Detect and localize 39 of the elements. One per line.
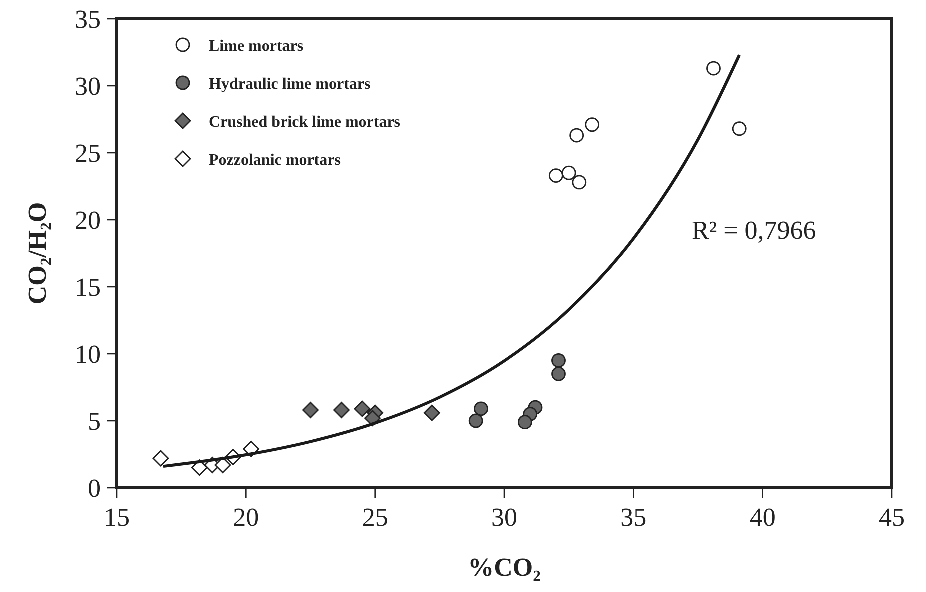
y-tick-label: 35 <box>75 5 101 34</box>
point <box>570 128 584 143</box>
point <box>706 61 721 76</box>
point <box>354 400 371 418</box>
point <box>424 404 440 422</box>
x-axis-title: %CO₂ <box>468 553 542 582</box>
point <box>152 450 170 467</box>
y-tick-label: 25 <box>75 139 101 168</box>
point <box>548 168 564 183</box>
x-tick-label: 25 <box>362 503 388 532</box>
x-tick-label: 30 <box>492 503 518 532</box>
point <box>474 402 488 416</box>
point <box>585 118 600 132</box>
point <box>468 414 484 428</box>
point <box>214 457 232 474</box>
y-tick-label: 0 <box>88 474 101 503</box>
point <box>334 402 350 418</box>
legend-label: Pozzolanic mortars <box>209 152 341 169</box>
x-tick-label: 20 <box>233 503 260 532</box>
y-tick-label: 10 <box>75 340 101 369</box>
y-tick-label: 30 <box>75 72 101 101</box>
x-tick-label: 45 <box>879 503 905 532</box>
x-tick-label: 40 <box>750 503 776 532</box>
point <box>552 366 566 382</box>
annotation: R² = 0,7966 <box>692 216 816 245</box>
point <box>518 415 532 430</box>
legend-label: Hydraulic lime mortars <box>209 76 371 93</box>
y-tick-label: 20 <box>75 206 101 235</box>
point <box>732 122 747 136</box>
y-tick-label: 5 <box>88 407 101 436</box>
point <box>562 166 576 180</box>
y-tick-label: 15 <box>75 273 101 302</box>
point <box>552 354 566 368</box>
y-axis-title: CO₂/H₂O <box>23 202 52 305</box>
legend-label: Crushed brick lime mortars <box>209 114 401 131</box>
legend-label: Lime mortars <box>209 38 304 55</box>
point <box>302 402 319 418</box>
x-tick-label: 35 <box>620 503 647 532</box>
point <box>572 175 587 190</box>
